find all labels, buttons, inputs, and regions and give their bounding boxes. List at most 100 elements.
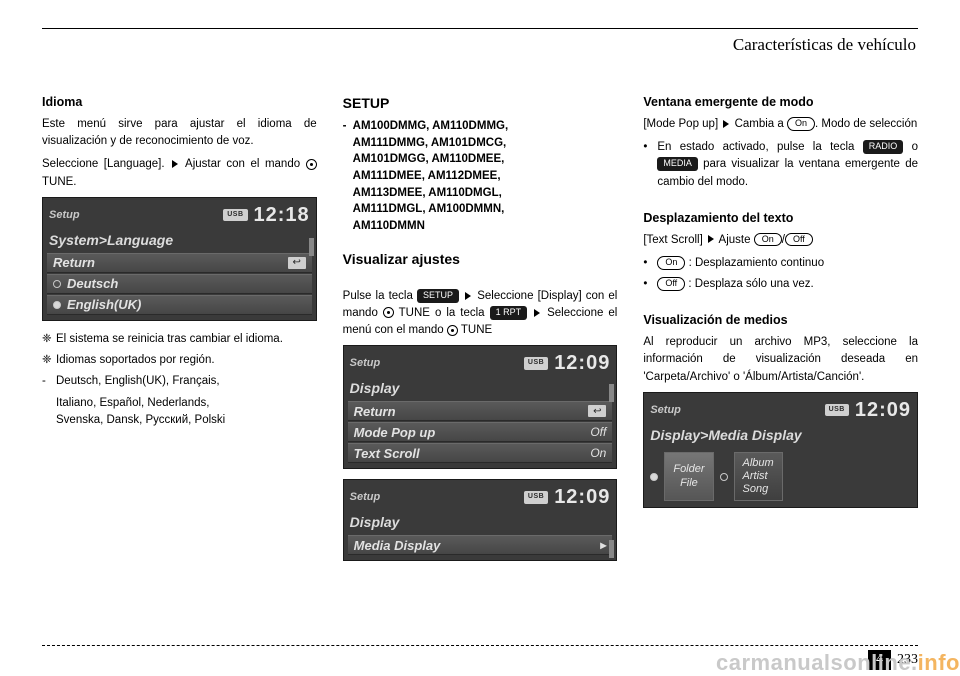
txt: En estado activado, pulse la tecla RADIO… — [657, 139, 918, 191]
radio-icon — [720, 473, 728, 481]
triangle-icon — [172, 160, 178, 168]
media-options: Folder File Album Artist Song — [644, 448, 917, 508]
lcd-time: 12:18 — [254, 200, 310, 230]
col1-p2a: Seleccione [Language]. — [42, 158, 165, 170]
column-2: SETUP - AM100DMMG, AM110DMMG, AM111DMMG,… — [343, 93, 618, 571]
txt: TUNE — [461, 324, 492, 336]
lcd-row-text: Deutsch — [67, 274, 118, 294]
chevron-right-icon: ▸ — [600, 536, 606, 554]
col3-bullet3: • Off : Desplaza sólo una vez. — [643, 276, 918, 293]
page-header: Características de vehículo — [42, 35, 918, 55]
column-1: Idioma Este menú sirve para ajustar el i… — [42, 93, 317, 571]
col3-p1: [Mode Pop up] Cambia a On. Modo de selec… — [643, 116, 918, 133]
usb-badge: USB — [223, 209, 247, 222]
lcd-row-text: Mode Pop up — [354, 423, 436, 443]
page: Características de vehículo Idioma Este … — [0, 0, 960, 571]
col1-heading: Idioma — [42, 93, 317, 112]
lcd-language: Setup USB 12:18 System>Language Return ↩ — [42, 197, 317, 321]
models-line: AM110DMMN — [353, 218, 509, 235]
lcd-top-right: USB 12:18 — [223, 200, 309, 230]
footer-rule — [42, 645, 918, 646]
txt: Album — [743, 457, 774, 470]
knob-icon — [383, 307, 394, 318]
lcd-row-english: English(UK) — [47, 295, 312, 315]
lcd-row-mediadisplay: Media Display ▸ — [348, 535, 613, 555]
knob-icon — [447, 325, 458, 336]
txt: . Modo de selección — [815, 118, 917, 130]
setup-button-label: SETUP — [417, 289, 459, 303]
watermark: carmanualsonline.info — [716, 650, 960, 676]
note-text: Idiomas soportados por región. — [56, 352, 317, 369]
txt: [Mode Pop up] — [643, 118, 718, 130]
txt: En estado activado, pulse la tecla — [657, 141, 854, 153]
col3-h3: Visualización de medios — [643, 311, 918, 330]
col2-subheading: Visualizar ajustes — [343, 249, 618, 270]
lcd-breadcrumb: Display — [344, 512, 617, 535]
txt: o — [912, 141, 918, 153]
models-line: AM111DMEE, AM112DMEE, — [353, 168, 509, 185]
media-opt-album: Album Artist Song — [734, 452, 783, 502]
lcd-row-val: On — [590, 444, 606, 462]
col1-p1: Este menú sirve para ajustar el idioma d… — [42, 116, 317, 151]
column-3: Ventana emergente de modo [Mode Pop up] … — [643, 93, 918, 571]
on-pill: On — [657, 256, 685, 270]
lcd-row-return: Return ↩ — [348, 401, 613, 421]
txt: Song — [743, 483, 774, 496]
lcd-setup-label: Setup — [650, 402, 681, 419]
txt: Off : Desplaza sólo una vez. — [657, 276, 918, 293]
media-opt-folder: Folder File — [664, 452, 713, 502]
scrollbar-thumb — [609, 540, 614, 558]
bullet-mark: ❈ — [42, 352, 56, 369]
lcd-breadcrumb: Display>Media Display — [644, 425, 917, 448]
triangle-icon — [708, 235, 714, 243]
models-list: AM100DMMG, AM110DMMG, AM111DMMG, AM101DM… — [353, 118, 509, 235]
bullet-mark: • — [643, 139, 657, 191]
radio-button-label: RADIO — [863, 140, 904, 154]
langs-line3: Svenska, Dansk, Русский, Polski — [42, 412, 317, 429]
usb-badge: USB — [825, 404, 849, 417]
col2-p1: Pulse la tecla SETUP Seleccione [Display… — [343, 288, 618, 340]
txt: On : Desplazamiento continuo — [657, 255, 918, 272]
models-prefix: - — [343, 118, 353, 235]
note-text: El sistema se reinicia tras cambiar el i… — [56, 331, 317, 348]
langs-text: Deutsch, English(UK), Français, — [56, 373, 317, 390]
col1-p2: Seleccione [Language]. Ajustar con el ma… — [42, 156, 317, 191]
lcd-row-modepopup: Mode Pop up Off — [348, 422, 613, 442]
lcd-row-return: Return ↩ — [47, 253, 312, 273]
lcd-time: 12:09 — [554, 482, 610, 512]
lcd-row-textscroll: Text Scroll On — [348, 443, 613, 463]
lcd-display-2: Setup USB 12:09 Display Media Display ▸ — [343, 479, 618, 561]
models-block: - AM100DMMG, AM110DMMG, AM111DMMG, AM101… — [343, 118, 618, 235]
scrollbar-thumb — [309, 238, 314, 256]
header-rule — [42, 28, 918, 29]
triangle-icon — [465, 292, 471, 300]
col3-p2: [Text Scroll] Ajuste On/Off — [643, 232, 918, 249]
lcd-row-val: Off — [590, 423, 606, 441]
txt: File — [673, 477, 704, 490]
lcd-top: Setup USB 12:18 — [43, 198, 316, 230]
langs-line1: - Deutsch, English(UK), Français, — [42, 373, 317, 390]
col1-p2b: Ajustar con el mando — [185, 158, 300, 170]
usb-badge: USB — [524, 491, 548, 504]
knob-icon — [306, 159, 317, 170]
txt: Cambia a — [735, 118, 784, 130]
radio-icon-selected — [53, 301, 61, 309]
triangle-icon — [723, 120, 729, 128]
off-pill: Off — [657, 277, 685, 291]
lcd-row-deutsch: Deutsch — [47, 274, 312, 294]
bullet-mark: ❈ — [42, 331, 56, 348]
columns: Idioma Este menú sirve para ajustar el i… — [42, 93, 918, 571]
txt: TUNE o la tecla — [399, 307, 485, 319]
off-pill: Off — [785, 233, 813, 247]
col3-bullet1: • En estado activado, pulse la tecla RAD… — [643, 139, 918, 191]
models-line: AM101DMGG, AM110DMEE, — [353, 151, 509, 168]
lcd-time: 12:09 — [554, 348, 610, 378]
txt: Ajuste — [719, 234, 751, 246]
txt: : Desplaza sólo una vez. — [688, 278, 813, 290]
lcd-breadcrumb: Display — [344, 378, 617, 401]
col3-h1: Ventana emergente de modo — [643, 93, 918, 112]
radio-icon-selected — [650, 473, 658, 481]
return-icon: ↩ — [288, 257, 306, 269]
lcd-time: 12:09 — [855, 395, 911, 425]
models-line: AM111DMGL, AM100DMMN, — [353, 201, 509, 218]
